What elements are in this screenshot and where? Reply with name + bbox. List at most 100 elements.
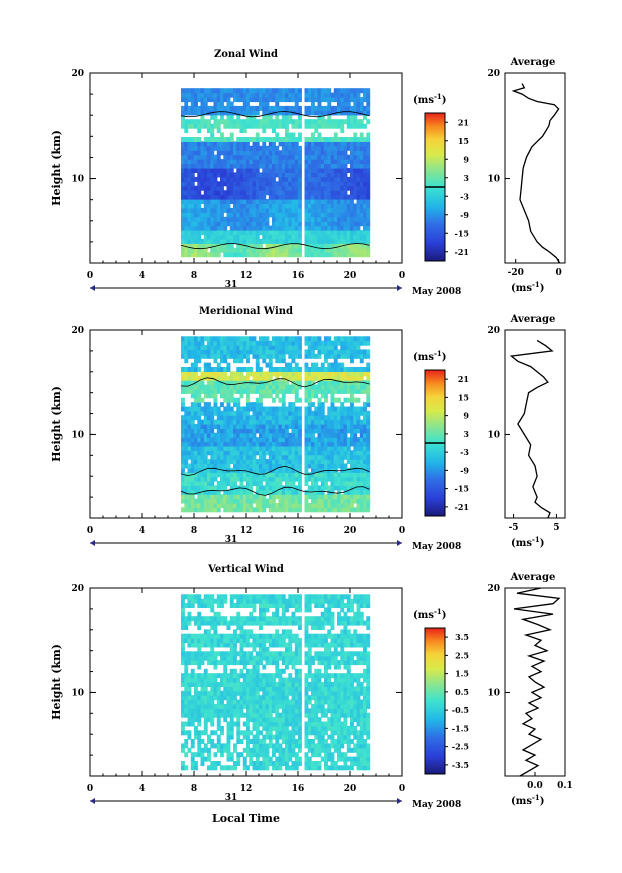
heatmap-cell	[226, 655, 231, 661]
heatmap-cell	[242, 463, 247, 469]
heatmap-cell	[242, 88, 247, 94]
heatmap-cell	[213, 216, 218, 222]
heatmap-cell	[184, 119, 189, 125]
heatmap-cell	[190, 145, 195, 151]
heatmap-cell	[184, 730, 189, 736]
heatmap-cell	[314, 494, 319, 500]
heatmap-cell	[317, 172, 322, 178]
heatmap-cell	[259, 739, 263, 744]
heatmap-cell	[330, 207, 335, 213]
heatmap-cell	[340, 345, 345, 350]
heatmap-cell	[242, 642, 247, 648]
heatmap-cell	[255, 507, 260, 513]
heatmap-cell	[285, 216, 289, 222]
average-title: Average	[510, 314, 556, 325]
date-arrow-left	[90, 285, 95, 291]
heatmap-cell	[356, 472, 361, 478]
heatmap-cell	[278, 358, 283, 364]
heatmap-cell	[207, 238, 211, 244]
heatmap-cell	[200, 123, 205, 129]
heatmap-cell	[194, 682, 198, 687]
heatmap-cell	[246, 176, 250, 182]
heatmap-cell	[207, 92, 211, 98]
heatmap-cell	[220, 163, 224, 169]
heatmap-cell	[262, 349, 267, 355]
heatmap-cell	[281, 415, 286, 421]
heatmap-cell	[268, 410, 273, 416]
heatmap-cell	[356, 252, 361, 258]
heatmap-cell	[210, 216, 215, 222]
heatmap-cell	[366, 97, 371, 103]
heatmap-cell	[359, 432, 364, 438]
heatmap-cell	[346, 367, 351, 372]
heatmap-cell	[294, 384, 299, 390]
heatmap-cell	[249, 190, 254, 196]
contour-line	[180, 465, 370, 477]
heatmap-cell	[181, 424, 185, 429]
heatmap-cell	[294, 243, 299, 249]
heatmap-cell	[272, 168, 276, 173]
heatmap-cell	[197, 105, 202, 111]
heatmap-cell	[216, 485, 221, 491]
heatmap-cell	[291, 181, 296, 187]
heatmap-cell	[337, 145, 341, 151]
heatmap-cell	[363, 172, 367, 178]
heatmap-cell	[311, 362, 315, 368]
heatmap-cell	[366, 207, 371, 213]
heatmap-cell	[184, 712, 189, 718]
heatmap-cell	[324, 349, 328, 355]
heatmap-cell	[259, 655, 263, 661]
heatmap-cell	[346, 340, 351, 346]
heatmap-cell	[216, 353, 221, 359]
heatmap-cell	[239, 349, 244, 355]
heatmap-cell	[275, 221, 280, 227]
heatmap-cell	[285, 150, 289, 156]
heatmap-cell	[291, 402, 296, 408]
heatmap-cell	[255, 105, 260, 111]
heatmap-cell	[359, 159, 364, 165]
heatmap-cell	[281, 163, 286, 169]
heatmap-cell	[330, 463, 335, 469]
heatmap	[181, 594, 371, 771]
heatmap-cell	[184, 371, 189, 377]
heatmap-cell	[246, 172, 250, 178]
heatmap-cell	[363, 154, 367, 160]
average-y-tick-label: 10	[487, 430, 500, 440]
heatmap-cell	[255, 154, 260, 160]
heatmap-cell	[356, 498, 361, 504]
heatmap-cell	[333, 494, 338, 500]
heatmap-cell	[181, 703, 185, 709]
heatmap-cell	[223, 230, 228, 236]
heatmap-cell	[294, 393, 299, 399]
heatmap-cell	[366, 132, 371, 138]
heatmap-cell	[233, 721, 237, 727]
heatmap-cell	[343, 476, 348, 482]
heatmap-cell	[200, 507, 205, 513]
heatmap-cell	[265, 393, 270, 399]
heatmap-cell	[239, 128, 244, 134]
heatmap-cell	[311, 424, 315, 429]
heatmap-cell	[268, 105, 273, 111]
heatmap-cell	[197, 445, 202, 451]
heatmap-cell	[229, 114, 234, 120]
heatmap-cell	[233, 761, 237, 766]
heatmap-cell	[262, 747, 267, 753]
heatmap-cell	[194, 110, 198, 116]
heatmap-cell	[194, 638, 198, 644]
heatmap-cell	[249, 388, 254, 394]
heatmap-cell	[226, 633, 231, 639]
heatmap-cell	[220, 190, 224, 196]
heatmap-cell	[233, 494, 237, 500]
heatmap-cell	[262, 682, 267, 687]
heatmap-cell	[187, 230, 192, 236]
heatmap-cell	[291, 145, 296, 151]
heatmap-cell	[298, 467, 302, 473]
heatmap-cell	[190, 349, 195, 355]
heatmap-cell	[213, 633, 218, 639]
heatmap-cell	[350, 181, 354, 187]
heatmap-cell	[210, 703, 215, 709]
heatmap-cell	[278, 137, 283, 142]
heatmap-cell	[324, 454, 328, 460]
heatmap-cell	[194, 594, 198, 600]
average-title: Average	[510, 57, 556, 68]
